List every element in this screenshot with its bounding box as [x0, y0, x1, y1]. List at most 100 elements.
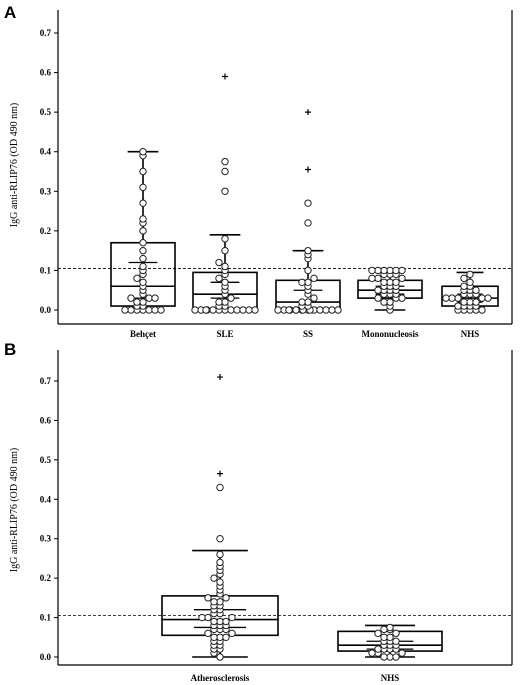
y-tick-label: 0.6	[40, 68, 52, 78]
data-point	[221, 167, 229, 176]
y-tick-label: 0.5	[40, 455, 52, 465]
data-point	[386, 266, 394, 275]
outlier-marker	[217, 470, 223, 477]
data-point	[157, 306, 165, 314]
data-point	[210, 574, 218, 582]
boxplot-nhs	[441, 270, 499, 314]
data-point	[239, 306, 247, 314]
y-tick-label: 0.2	[40, 573, 52, 583]
outlier-marker	[222, 73, 228, 80]
data-point	[368, 649, 376, 657]
data-point	[285, 306, 293, 314]
data-point	[478, 306, 486, 314]
data-point	[216, 558, 224, 567]
data-point	[380, 266, 388, 275]
data-point	[368, 266, 376, 275]
data-point	[316, 306, 324, 314]
boxplot-nhs	[337, 623, 443, 661]
y-tick-label: 0.1	[40, 265, 52, 275]
y-ticks-a: 0.0 0.1 0.2 0.3 0.4 0.5 0.6 0.7	[40, 28, 58, 315]
data-point	[472, 286, 480, 294]
data-point	[478, 294, 486, 302]
data-point	[374, 645, 382, 653]
boxplot-mononucleosis	[357, 266, 423, 314]
data-point	[127, 294, 135, 302]
data-point	[454, 302, 462, 310]
data-point	[298, 298, 306, 306]
data-point	[460, 298, 468, 306]
data-point	[204, 613, 212, 622]
data-point	[322, 306, 330, 314]
data-point	[204, 594, 212, 602]
data-point	[145, 306, 153, 314]
data-point	[380, 653, 388, 661]
data-point	[133, 298, 141, 306]
panel-a: A IgG anti-RLIP76 (OD 490 nm) 0.00.10.20…	[4, 3, 513, 339]
data-point	[221, 187, 229, 195]
data-point	[398, 649, 406, 657]
data-point	[386, 633, 394, 641]
data-point	[460, 274, 468, 283]
data-point	[398, 266, 406, 275]
data-point	[198, 613, 206, 622]
category-labels-a: Behçet SLE SS Mononucleosis NHS	[130, 329, 479, 339]
data-point	[227, 306, 235, 314]
data-point	[392, 653, 400, 661]
data-point	[216, 578, 224, 586]
boxplot-sle	[191, 73, 259, 314]
data-point	[380, 278, 388, 286]
data-point	[210, 598, 218, 606]
data-point	[204, 629, 212, 638]
data-point	[121, 306, 129, 314]
data-point	[222, 617, 230, 626]
outlier-marker	[305, 166, 311, 173]
data-point	[210, 617, 218, 626]
boxplot-ss	[274, 109, 342, 314]
boxplots-a	[110, 73, 499, 314]
data-point	[386, 298, 394, 306]
data-point	[221, 235, 229, 243]
data-point	[216, 598, 224, 606]
y-tick-label: 0.4	[40, 147, 52, 157]
data-point	[274, 306, 282, 314]
data-point	[221, 298, 229, 306]
data-point	[386, 653, 394, 661]
data-point	[298, 278, 306, 286]
data-point	[442, 294, 450, 302]
data-point	[251, 306, 259, 314]
data-point	[216, 633, 224, 641]
data-point	[466, 270, 474, 279]
data-point	[215, 274, 223, 283]
y-tick-label: 0.1	[40, 613, 52, 623]
data-point	[221, 157, 229, 166]
data-point	[374, 629, 382, 638]
panel-b: B IgG anti-RLIP76 (OD 490 nm) 0.00.10.20…	[4, 340, 513, 683]
category-labels-b: Atherosclerosis NHS	[191, 673, 400, 683]
data-point	[139, 227, 147, 235]
data-point	[139, 262, 147, 271]
data-point	[145, 294, 153, 302]
data-point	[466, 278, 474, 286]
data-point	[221, 246, 229, 255]
data-point	[221, 278, 229, 286]
y-tick-label: 0.6	[40, 415, 52, 425]
data-point	[127, 306, 135, 314]
data-point	[151, 294, 159, 302]
category-label: Mononucleosis	[361, 329, 419, 339]
category-label: Atherosclerosis	[191, 673, 250, 683]
data-point	[215, 258, 223, 267]
data-point	[334, 306, 342, 314]
data-point	[139, 183, 147, 192]
data-point	[215, 298, 223, 306]
boxplot-beh-et	[110, 148, 176, 314]
data-point	[484, 294, 492, 302]
y-tick-label: 0.5	[40, 107, 52, 117]
data-point	[398, 294, 406, 302]
y-tick-label: 0.0	[40, 652, 52, 662]
boxplot-atherosclerosis	[161, 374, 279, 661]
data-point	[228, 613, 236, 622]
data-point	[228, 629, 236, 638]
data-point	[216, 617, 224, 626]
panel-label-a: A	[4, 3, 16, 22]
